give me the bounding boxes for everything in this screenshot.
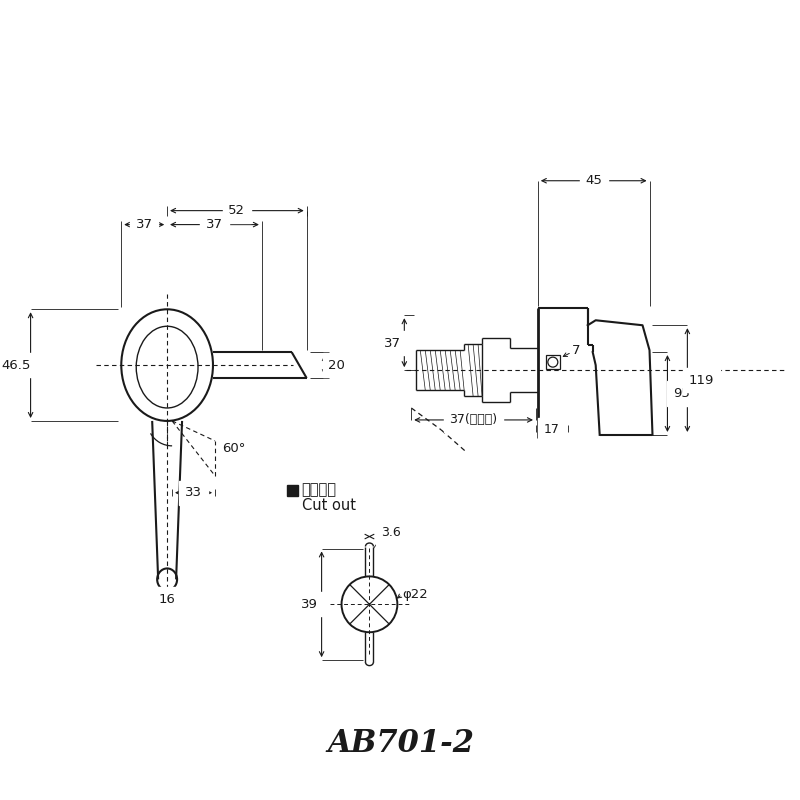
Text: 46.5: 46.5: [1, 358, 30, 372]
Text: 33: 33: [185, 486, 202, 499]
Bar: [286, 485, 298, 496]
Text: 7: 7: [571, 344, 580, 357]
Text: 37: 37: [206, 218, 223, 231]
Text: 20: 20: [328, 358, 345, 372]
Text: 37: 37: [384, 337, 401, 350]
Text: 95: 95: [673, 387, 690, 400]
Text: 37(可调节): 37(可调节): [450, 414, 498, 426]
Text: 60°: 60°: [222, 442, 246, 455]
Text: 45: 45: [586, 174, 602, 187]
Text: 3.6: 3.6: [382, 526, 402, 539]
Text: 52: 52: [228, 204, 246, 217]
Text: 39: 39: [302, 598, 318, 611]
Text: AB701-2: AB701-2: [328, 728, 475, 759]
Text: Cut out: Cut out: [302, 498, 356, 513]
Text: 37: 37: [136, 218, 153, 231]
Text: 17: 17: [544, 423, 560, 436]
Text: 119: 119: [689, 374, 714, 386]
Text: 开孔尺寸: 开孔尺寸: [302, 482, 337, 497]
Text: 16: 16: [158, 593, 175, 606]
Bar: [546, 355, 560, 369]
Text: φ22: φ22: [402, 588, 428, 601]
